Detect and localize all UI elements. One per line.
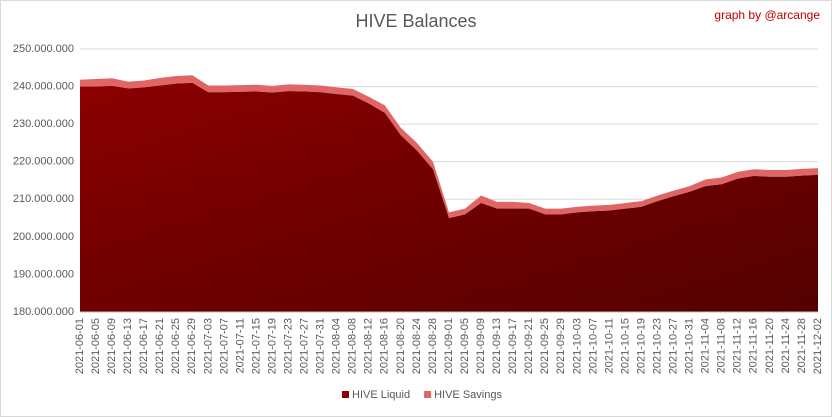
y-tick-label: 220.000.000 [13, 156, 74, 168]
y-tick-label: 200.000.000 [13, 231, 74, 243]
x-tick-label: 2021-10-03 [571, 318, 583, 374]
x-tick-label: 2021-11-16 [748, 318, 760, 373]
x-tick-label: 2021-06-09 [106, 318, 118, 374]
annotation: graph by @arcange [714, 8, 820, 22]
x-tick-label: 2021-10-07 [587, 318, 599, 374]
legend-swatch [342, 391, 349, 398]
x-tick-label: 2021-09-21 [523, 318, 535, 374]
x-tick-label: 2021-12-02 [812, 318, 824, 374]
x-tick-label: 2021-07-15 [250, 318, 262, 374]
area [80, 82, 818, 312]
x-tick-label: 2021-09-13 [491, 318, 503, 374]
y-tick-label: 180.000.000 [13, 306, 74, 318]
x-tick-label: 2021-08-08 [347, 318, 359, 374]
x-tick-label: 2021-06-29 [186, 318, 198, 374]
x-tick-label: 2021-09-25 [539, 318, 551, 374]
x-tick-label: 2021-10-19 [635, 318, 647, 374]
y-tick-label: 210.000.000 [13, 193, 74, 205]
x-tick-label: 2021-07-27 [299, 318, 311, 374]
x-tick-label: 2021-06-05 [90, 318, 102, 374]
x-tick-label: 2021-09-05 [459, 318, 471, 374]
x-tick-label: 2021-07-11 [234, 318, 246, 373]
x-tick-label: 2021-06-21 [154, 318, 166, 374]
legend-label: HIVE Savings [434, 389, 502, 401]
x-tick-label: 2021-11-24 [780, 318, 792, 373]
x-tick-label: 2021-08-12 [363, 318, 375, 374]
x-tick-label: 2021-07-23 [282, 318, 294, 374]
x-tick-label: 2021-10-15 [619, 318, 631, 374]
x-tick-label: 2021-07-31 [315, 318, 327, 374]
x-tick-label: 2021-06-25 [170, 318, 182, 374]
x-tick-label: 2021-10-31 [684, 318, 696, 374]
y-tick-label: 230.000.000 [13, 118, 74, 130]
x-tick-label: 2021-11-28 [796, 318, 808, 373]
x-tick-label: 2021-06-01 [74, 318, 86, 374]
x-tick-label: 2021-11-08 [716, 318, 728, 373]
x-tick-label: 2021-08-24 [411, 318, 423, 374]
x-tick-label: 2021-11-04 [700, 318, 712, 373]
x-tick-label: 2021-09-01 [443, 318, 455, 374]
legend-swatch [424, 391, 432, 398]
x-tick-label: 2021-10-11 [603, 318, 615, 373]
x-tick-label: 2021-08-20 [395, 318, 407, 374]
x-tick-label: 2021-09-29 [555, 318, 567, 374]
x-tick-label: 2021-11-12 [732, 318, 744, 373]
x-tick-label: 2021-06-13 [122, 318, 134, 374]
x-tick-label: 2021-07-03 [202, 318, 214, 374]
y-tick-label: 250.000.000 [13, 43, 74, 55]
y-tick-label: 240.000.000 [13, 80, 74, 92]
chart-title: HIVE Balances [355, 11, 476, 31]
legend-label: HIVE Liquid [352, 389, 410, 401]
x-tick-label: 2021-09-17 [507, 318, 519, 374]
x-tick-label: 2021-09-09 [475, 318, 487, 374]
x-tick-label: 2021-08-04 [331, 318, 343, 374]
x-tick-label: 2021-08-16 [379, 318, 391, 374]
x-tick-label: 2021-07-07 [218, 318, 230, 374]
x-tick-label: 2021-08-28 [427, 318, 439, 374]
y-tick-label: 190.000.000 [13, 268, 74, 280]
x-tick-label: 2021-06-17 [138, 318, 150, 374]
x-tick-label: 2021-10-27 [668, 318, 680, 374]
x-tick-label: 2021-10-23 [651, 318, 663, 374]
x-tick-label: 2021-07-19 [266, 318, 278, 374]
x-tick-label: 2021-11-20 [764, 318, 776, 373]
